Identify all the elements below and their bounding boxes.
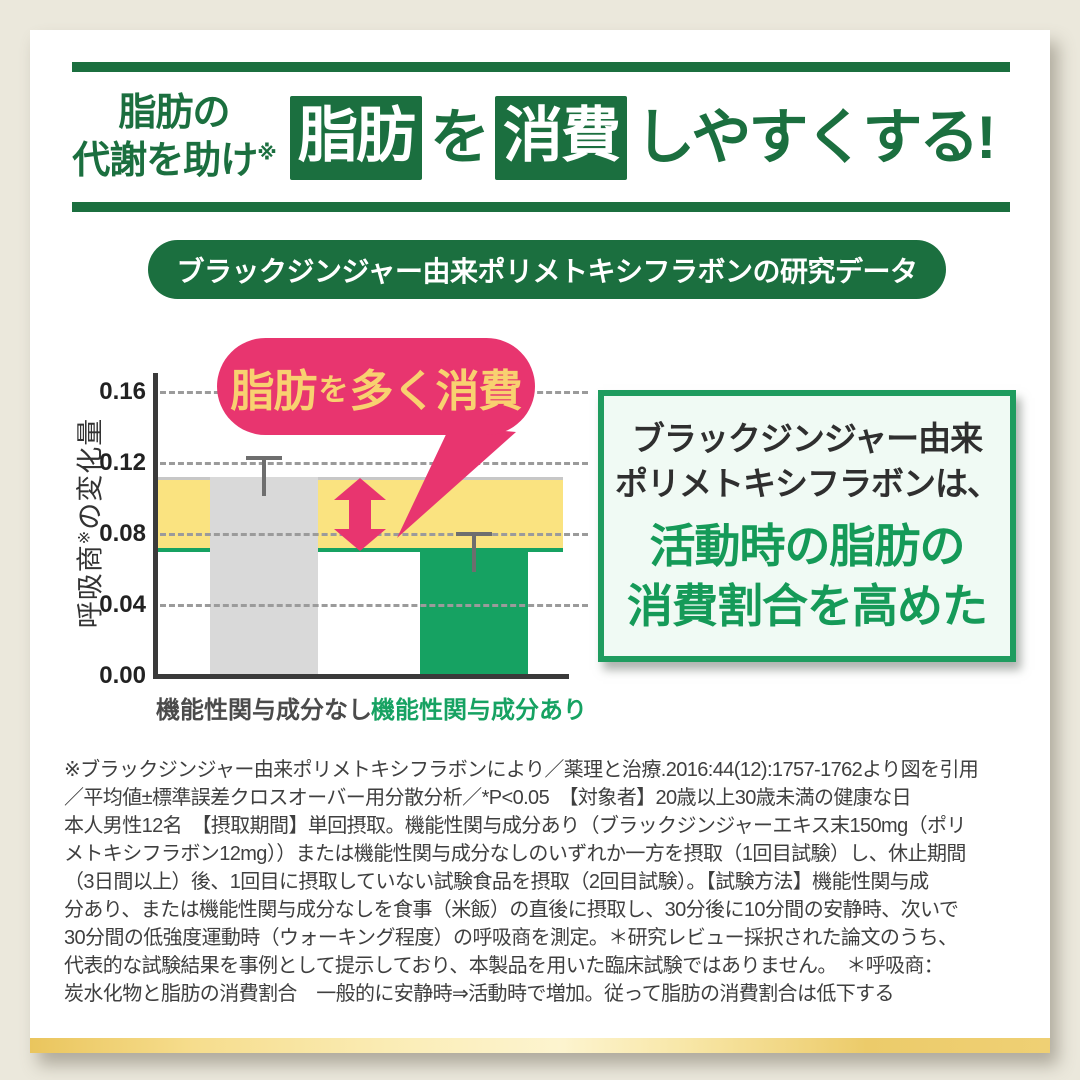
disclaimer-line: 炭水化物と脂肪の消費割合 一般的に安静時⇒活動時で増加。従って脂肪の消費割合は低… [64, 983, 895, 1005]
headline-boxed-word-2: 消費 [495, 96, 627, 180]
gridline [160, 391, 588, 394]
disclaimer-line: メトキシフラボン12mg））または機能性関与成分なしのいずれか一方を摂取（1回目… [64, 843, 966, 865]
result-box: ブラックジンジャー由来 ポリメトキシフラボンは、 活動時の脂肪の 消費割合を高め… [598, 390, 1016, 662]
result-line-4: 消費割合を高めた [627, 579, 988, 632]
top-rule [72, 62, 1010, 72]
bar-with-ingredient [420, 551, 528, 676]
disclaimer-line: ※ブラックジンジャー由来ポリメトキシフラボンにより／薬理と治療.2016:44(… [64, 759, 979, 781]
headline-main: 脂肪 を 消費 しやすくする! [290, 96, 996, 180]
error-bar-cap-no-ingredient [246, 455, 282, 460]
disclaimer-text: ※ブラックジンジャー由来ポリメトキシフラボンにより／薬理と治療.2016:44(… [64, 756, 1018, 1008]
arrow-up-head [334, 478, 386, 501]
arrow-down-head [334, 528, 386, 551]
y-axis-line [153, 373, 158, 679]
difference-arrow [334, 477, 386, 552]
eyebrow-line1: 脂肪の [118, 92, 230, 135]
headline-particle: を [430, 104, 490, 171]
result-line-3: 活動時の脂肪の [649, 519, 966, 572]
y-tick-label: 0.04 [99, 591, 146, 618]
bottom-rule [72, 202, 1010, 212]
headline-tail: しやすくする! [635, 104, 996, 171]
y-tick-label: 0.08 [99, 520, 146, 547]
y-tick-label: 0.16 [99, 378, 146, 405]
study-data-banner: ブラックジンジャー由来ポリメトキシフラボンの研究データ [148, 240, 946, 299]
y-axis-label-text: 呼吸商 [75, 544, 106, 629]
arrow-shaft [349, 495, 371, 534]
disclaimer-line: 代表的な試験結果を事例として提示しており、本製品を用いた臨床試験ではありません。… [64, 955, 944, 977]
disclaimer-line: （3日間以上）後、1回目に摂取していない試験食品を摂取（2回目試験）。【試験方法… [64, 871, 929, 893]
result-line-1: ブラックジンジャー由来 [631, 419, 983, 457]
bubble-text-a: 脂肪 [230, 366, 318, 416]
disclaimer-line: ／平均値±標準誤差クロスオーバー用分散分析／*P<0.05 【対象者】20歳以上… [64, 787, 912, 809]
gold-accent-bar [30, 1038, 1050, 1053]
x-axis-line [153, 674, 569, 679]
reference-mark: ※ [257, 142, 276, 165]
highlight-band [158, 477, 563, 552]
speech-bubble-tail [397, 426, 516, 538]
disclaimer-line: 本人男性12名 【摂取期間】単回摂取。機能性関与成分あり（ブラックジンジャーエキ… [64, 815, 966, 837]
x-label-with-ingredient: 機能性関与成分あり [371, 697, 587, 724]
error-bar-stem-no-ingredient [262, 455, 266, 496]
y-tick-label: 0.12 [99, 449, 146, 476]
bubble-text-b: を [318, 373, 349, 407]
speech-bubble: 脂肪 を 多く消費 [217, 338, 535, 435]
headline: 脂肪の 代謝を助け※ 脂肪 を 消費 しやすくする! [68, 82, 996, 194]
error-bar-stem-with-ingredient [472, 532, 476, 573]
headline-boxed-word-1: 脂肪 [290, 96, 422, 180]
ad-card: 脂肪の 代謝を助け※ 脂肪 を 消費 しやすくする! ブラックジンジャー由来ポリ… [30, 30, 1050, 1053]
gridline [160, 604, 588, 607]
disclaimer-line: 分あり、または機能性関与成分なしを食事（米飯）の直後に摂取し、30分後に10分間… [64, 899, 959, 921]
error-bar-cap-with-ingredient [456, 532, 492, 537]
x-label-no-ingredient: 機能性関与成分なし [156, 697, 372, 724]
y-tick-label: 0.00 [99, 662, 146, 689]
bar-no-ingredient [210, 477, 318, 676]
gridline [160, 462, 588, 465]
gridline [160, 533, 588, 536]
study-data-banner-label: ブラックジンジャー由来ポリメトキシフラボンの研究データ [176, 255, 918, 287]
headline-eyebrow: 脂肪の 代謝を助け※ [68, 90, 280, 186]
y-axis-label-ref: ※ [76, 529, 94, 545]
eyebrow-line2: 代謝を助け [72, 140, 258, 182]
bubble-text-c: 多く消費 [349, 366, 523, 416]
result-line-2: ポリメトキシフラボンは、 [615, 465, 1000, 503]
y-axis-label-text2: の変化量 [75, 417, 106, 530]
y-axis-label: 呼吸商※の変化量 [69, 418, 108, 628]
disclaimer-line: 30分間の低強度運動時（ウォーキング程度）の呼吸商を測定。＊研究レビュー採択され… [64, 927, 958, 949]
